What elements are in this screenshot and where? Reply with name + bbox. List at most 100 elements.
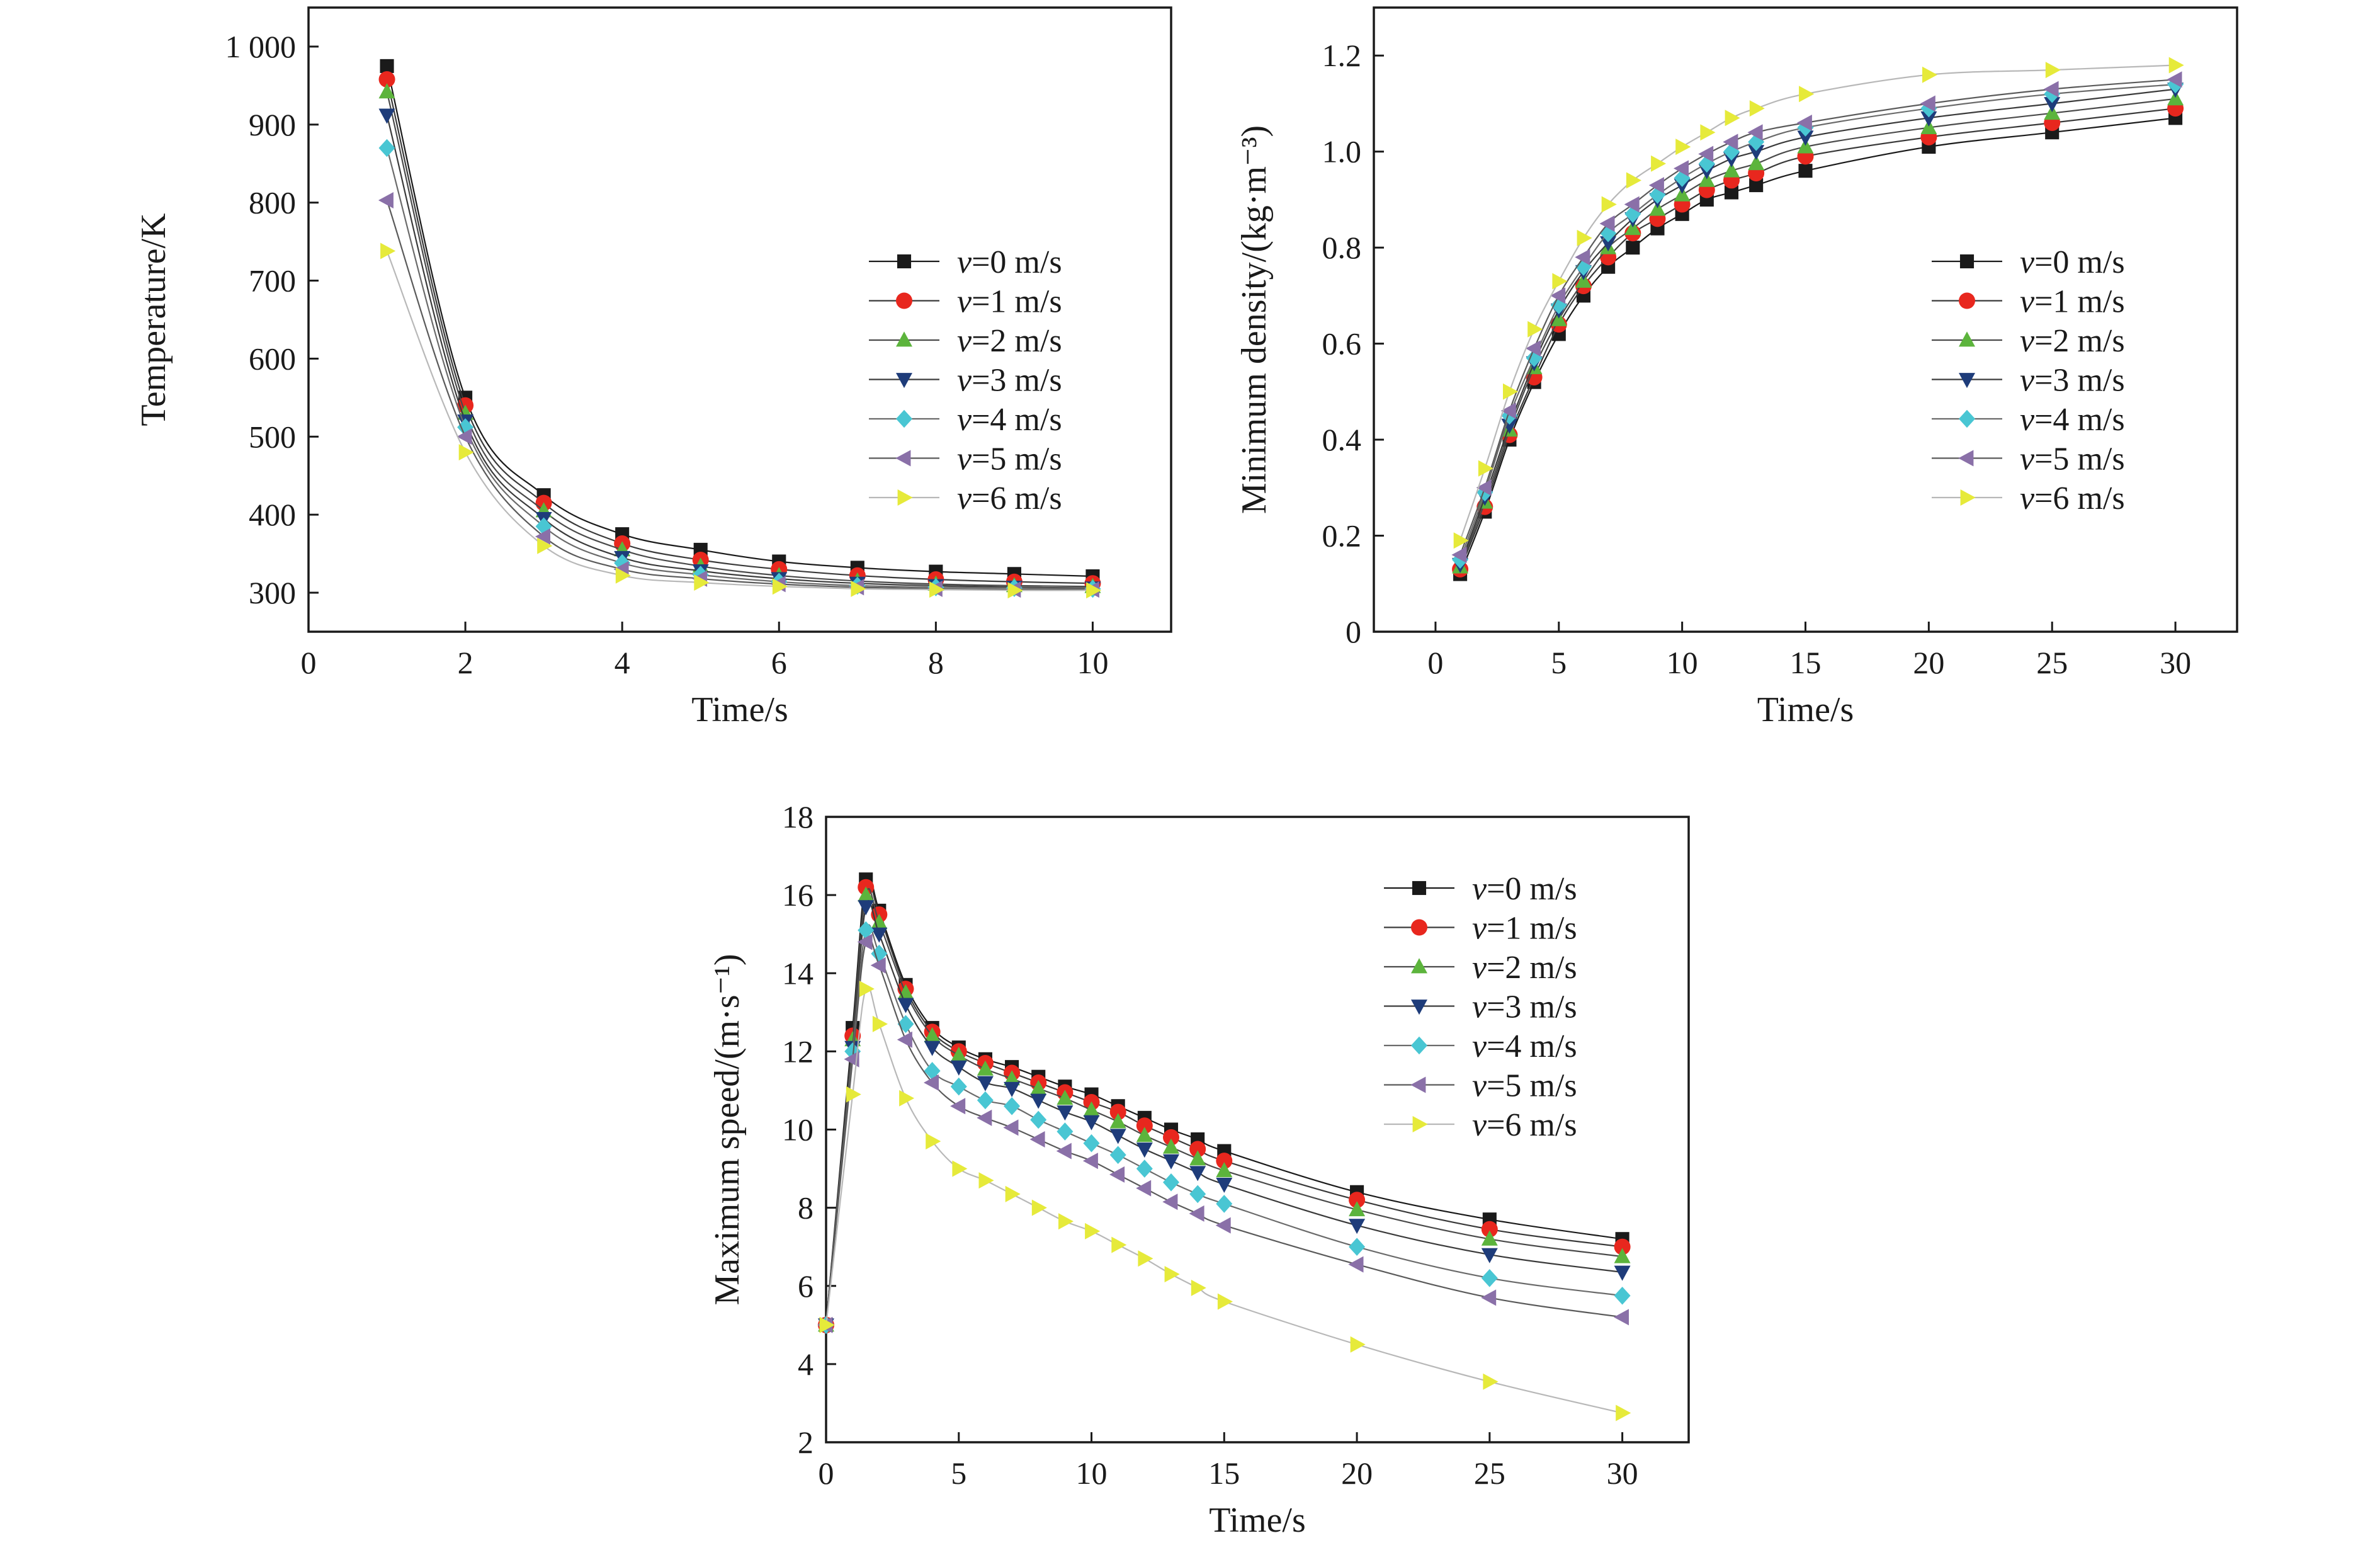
data-point-v2	[924, 1027, 941, 1042]
data-point-v6	[1675, 139, 1691, 156]
x-tick-label: 25	[1474, 1455, 1505, 1491]
data-point-v5	[857, 933, 873, 950]
legend-entry-v6: v=6 m/s	[2020, 481, 2125, 516]
data-point-v6	[1601, 196, 1617, 213]
data-point-v5	[2167, 71, 2182, 88]
data-point-v3	[1920, 111, 1937, 127]
data-point-v6	[1007, 582, 1023, 599]
data-point-v6	[1700, 124, 1716, 141]
legend-entry-v4: v=4 m/s	[1472, 1028, 1577, 1064]
data-point-v5	[1624, 196, 1640, 213]
data-point-v6	[899, 1090, 915, 1107]
legend-entry-v4: v=4 m/s	[2020, 402, 2125, 438]
legend-entry-v2: v=2 m/s	[957, 323, 1062, 359]
data-point-v4	[1136, 1159, 1153, 1178]
x-tick-label: 30	[1607, 1455, 1638, 1491]
data-point-v6	[872, 1015, 888, 1032]
x-tick-label: 8	[928, 645, 944, 680]
data-point-v5	[1500, 402, 1516, 419]
x-tick-label: 10	[1667, 645, 1698, 680]
legend-marker-v3	[1411, 1000, 1427, 1015]
data-point-v0	[1749, 178, 1764, 193]
data-point-v5	[1481, 1289, 1497, 1306]
data-point-v6	[1616, 1404, 1631, 1421]
data-point-v5	[1550, 287, 1566, 304]
data-point-v4	[1550, 296, 1567, 314]
x-tick-label: 0	[301, 645, 317, 680]
data-point-v6	[1111, 1236, 1127, 1253]
data-point-v6	[2045, 62, 2061, 79]
x-tick-label: 15	[1790, 645, 1822, 680]
data-point-v5	[1648, 177, 1664, 194]
data-point-v2	[977, 1060, 994, 1076]
data-point-v6	[1483, 1373, 1499, 1390]
x-tick-label: 6	[771, 645, 787, 680]
y-tick-label: 600	[249, 341, 296, 376]
data-point-v4	[871, 944, 888, 963]
data-point-v6	[1191, 1279, 1206, 1296]
y-tick-label: 300	[249, 575, 296, 610]
data-point-v4	[1057, 1122, 1074, 1141]
y-tick-label: 700	[249, 263, 296, 299]
data-point-v2	[378, 83, 395, 99]
legend-marker-v4	[1411, 1036, 1427, 1055]
y-tick-label: 10	[782, 1112, 813, 1148]
data-point-v2	[1030, 1079, 1047, 1095]
data-point-v3	[1481, 1248, 1498, 1263]
data-point-v2	[1057, 1090, 1074, 1105]
data-point-v5	[950, 1098, 966, 1115]
data-point-v6	[978, 1172, 994, 1189]
data-point-v6	[772, 578, 788, 595]
legend-marker-v3	[896, 373, 912, 389]
data-point-v3	[1797, 130, 1814, 146]
data-point-v1	[378, 71, 395, 88]
temperature-chart: 0 2 4 6 8 10 300 400 500 600 700 800 900 1 000 Time/s T…	[134, 6, 1172, 729]
y-tick-label: 6	[798, 1268, 813, 1304]
data-point-v4	[614, 554, 631, 572]
data-point-v5	[1575, 249, 1590, 266]
data-point-v0	[1724, 185, 1739, 200]
y-tick-label: 0.8	[1322, 230, 1362, 265]
data-point-v6	[1085, 1222, 1101, 1239]
data-point-v5	[1451, 547, 1467, 563]
data-point-v2	[1349, 1201, 1366, 1217]
y-tick-label: 2	[798, 1425, 813, 1460]
x-tick-label: 0	[819, 1455, 834, 1491]
y-tick-label: 8	[798, 1190, 813, 1226]
x-tick-label: 20	[1341, 1455, 1373, 1491]
data-point-v0	[380, 59, 394, 73]
legend: v=0 m/sv=1 m/sv=2 m/sv=3 m/sv=4 m/sv=5 m…	[1384, 871, 1577, 1143]
data-point-v1	[1481, 1221, 1498, 1238]
y-axis-label: Temperature/K	[134, 213, 173, 426]
legend-entry-v5: v=5 m/s	[1472, 1068, 1577, 1104]
legend-marker-v4	[896, 409, 912, 428]
legend-marker-v0	[1412, 880, 1427, 896]
data-point-v3	[897, 998, 914, 1013]
x-tick-label: 0	[1427, 645, 1443, 680]
legend: v=0 m/sv=1 m/sv=2 m/sv=3 m/sv=4 m/sv=5 m…	[1932, 244, 2125, 516]
legend-marker-v2	[896, 331, 912, 347]
data-point-v6	[1527, 321, 1543, 338]
data-point-v4	[1030, 1110, 1047, 1129]
legend-marker-v1	[1411, 919, 1427, 936]
legend-marker-v1	[896, 292, 912, 309]
data-point-v5	[535, 528, 550, 545]
y-tick-label: 1.0	[1322, 134, 1362, 169]
data-point-v2	[1136, 1127, 1153, 1142]
data-point-v6	[1086, 582, 1102, 599]
plot-frame	[1373, 6, 2238, 633]
data-point-v5	[1109, 1166, 1125, 1183]
data-point-v6	[1031, 1199, 1047, 1216]
y-tick-label: 4	[798, 1347, 813, 1382]
x-axis-label: Time/s	[1757, 690, 1854, 729]
data-point-v2	[1189, 1150, 1206, 1166]
data-point-v3	[977, 1076, 994, 1091]
data-point-v4	[1723, 142, 1740, 161]
data-point-v4	[1797, 118, 1814, 137]
data-point-v3	[1030, 1093, 1047, 1109]
data-point-v4	[1698, 154, 1715, 173]
data-point-v6	[694, 574, 710, 591]
legend-entry-v0: v=0 m/s	[1472, 871, 1577, 907]
data-point-v2	[1083, 1101, 1100, 1117]
data-point-v3	[1163, 1154, 1179, 1170]
